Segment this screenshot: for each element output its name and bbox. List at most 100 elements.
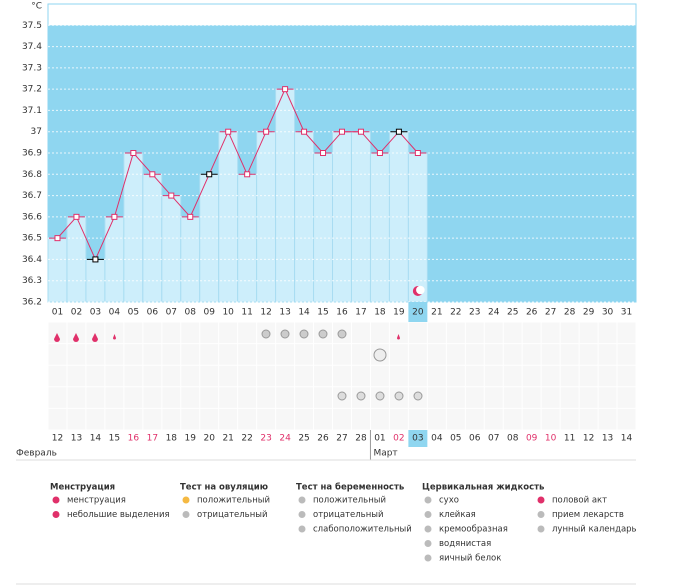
date-label: 14 xyxy=(90,434,102,444)
y-tick-label: 37.3 xyxy=(22,63,42,73)
marker xyxy=(357,128,364,135)
icon xyxy=(92,333,98,342)
y-tick-label: 37.1 xyxy=(22,106,42,116)
x-tick-label: 25 xyxy=(507,308,518,318)
date-label: 07 xyxy=(488,434,499,444)
x-tick-label: 30 xyxy=(602,308,614,318)
date-label: 18 xyxy=(166,434,178,444)
x-tick-label: 27 xyxy=(545,308,556,318)
date-label: 06 xyxy=(469,434,481,444)
date-label: 13 xyxy=(602,434,613,444)
event-grid xyxy=(48,322,636,430)
date-label: 22 xyxy=(241,434,252,444)
x-tick-label: 31 xyxy=(621,308,632,318)
marker xyxy=(168,192,175,199)
icon xyxy=(337,391,347,401)
legend-icon xyxy=(537,511,545,518)
marker xyxy=(339,128,345,135)
test-icons xyxy=(261,329,423,401)
marker xyxy=(414,150,421,156)
legend-icon xyxy=(424,540,432,547)
y-tick-label: 37.2 xyxy=(22,85,42,95)
legend-item: половой акт xyxy=(552,496,607,506)
legend-item: положительный xyxy=(313,496,386,506)
x-tick-label: 03 xyxy=(90,308,101,318)
icon xyxy=(54,333,60,342)
moon-cut xyxy=(416,285,425,295)
y-tick-label: 36.9 xyxy=(22,149,42,159)
legend-icon xyxy=(537,525,545,533)
marker xyxy=(111,213,118,220)
date-label: 08 xyxy=(507,434,519,444)
icon xyxy=(394,391,404,401)
marker xyxy=(187,213,194,220)
icon xyxy=(318,329,328,339)
x-tick-label: 09 xyxy=(203,308,215,318)
date-label: 09 xyxy=(526,434,538,444)
y-tick-label: 36.6 xyxy=(22,212,42,222)
x-tick-label: 18 xyxy=(374,308,386,318)
marker xyxy=(225,128,232,135)
x-tick-label: 24 xyxy=(488,308,500,318)
date-label: 11 xyxy=(564,434,575,444)
x-tick-label: 21 xyxy=(431,308,442,318)
bar xyxy=(161,195,182,303)
month-label: Март xyxy=(373,449,397,459)
legend-icon xyxy=(424,496,432,504)
marker xyxy=(92,256,99,263)
icon xyxy=(337,329,347,339)
date-label: 12 xyxy=(583,434,594,444)
date-label: 28 xyxy=(355,434,367,444)
marker xyxy=(130,150,137,156)
marker xyxy=(395,128,402,135)
date-label: 13 xyxy=(71,434,82,444)
menstruation-icons xyxy=(54,333,400,342)
icon xyxy=(413,391,423,401)
icon xyxy=(73,333,79,342)
y-tick-label: 37 xyxy=(31,127,42,137)
marker xyxy=(54,235,61,242)
marker xyxy=(244,171,251,178)
marker xyxy=(376,150,383,156)
legend-icon xyxy=(424,554,432,562)
x-tick-label: 08 xyxy=(185,308,197,318)
legend-item: менструация xyxy=(67,496,126,506)
legend-item: прием лекарств xyxy=(552,510,624,520)
legend-icon xyxy=(298,525,306,533)
date-label: 16 xyxy=(128,434,140,444)
y-tick-label: 36.8 xyxy=(22,170,42,180)
date-label: 15 xyxy=(109,434,120,444)
legend-item: водянистая xyxy=(439,539,491,549)
y-tick-label: 37.5 xyxy=(22,21,42,31)
date-label: 10 xyxy=(545,434,557,444)
current-date xyxy=(408,430,428,447)
legend-icon xyxy=(424,525,432,533)
marker xyxy=(263,128,270,135)
y-unit: °C xyxy=(31,2,42,12)
marker xyxy=(73,213,80,220)
legend-icon xyxy=(182,511,190,518)
x-tick-label: 07 xyxy=(166,308,177,318)
date-label: 05 xyxy=(450,434,461,444)
date-label: 24 xyxy=(279,434,291,444)
y-tick-label: 37.4 xyxy=(22,42,42,52)
date-label: 01 xyxy=(374,434,385,444)
x-tick-label: 13 xyxy=(279,308,290,318)
event-icons xyxy=(54,329,423,401)
month-label: Февраль xyxy=(16,449,57,459)
marker xyxy=(301,128,308,135)
legend-icon xyxy=(298,496,306,504)
date-label: 19 xyxy=(185,434,197,444)
x-tick-label: 11 xyxy=(241,308,252,318)
legend-item: яичный белок xyxy=(439,554,501,564)
x-tick-label: 19 xyxy=(393,308,405,318)
legend-item: слабоположительный xyxy=(313,525,412,535)
y-tick-label: 36.4 xyxy=(22,255,42,265)
legend-icon xyxy=(298,511,306,518)
bar xyxy=(369,152,390,303)
legend-item: клейкая xyxy=(439,510,476,520)
legend-title: Цервикальная жидкость xyxy=(422,483,544,493)
legend-title: Тест на беременность xyxy=(296,482,404,493)
bar xyxy=(313,152,334,303)
